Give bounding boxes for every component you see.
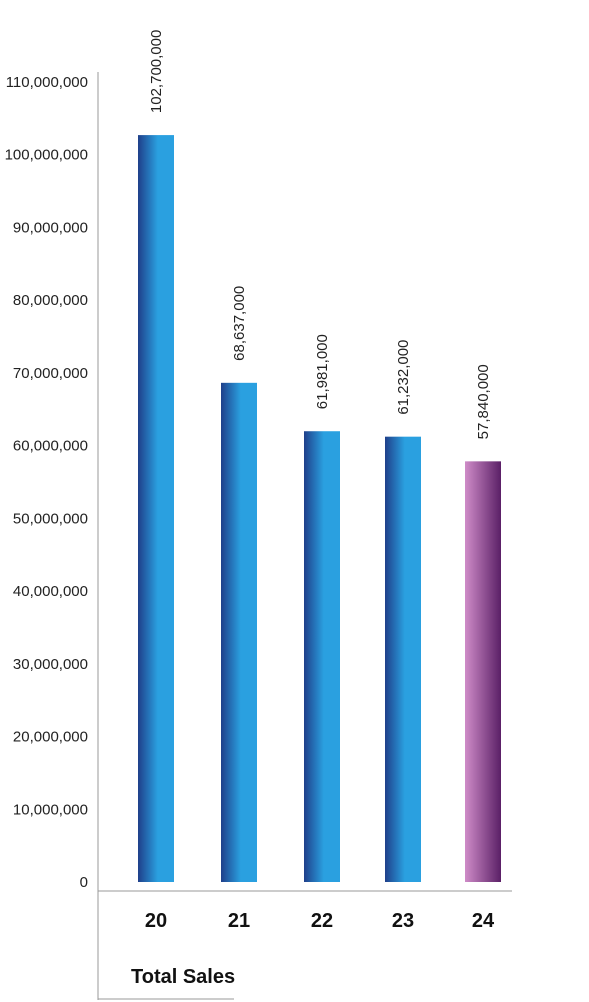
y-tick-label: 110,000,000 [6, 74, 88, 91]
x-axis: 20 21 22 23 24 Total Sales [97, 890, 512, 1000]
bar [385, 436, 421, 882]
bar [221, 382, 257, 882]
bar-value-label: 102,700,000 [148, 30, 165, 113]
y-tick-label: 90,000,000 [13, 219, 88, 236]
y-tick-label: 40,000,000 [13, 583, 88, 600]
x-category-labels: 20 21 22 23 24 [145, 910, 495, 932]
x-category-label: 20 [145, 910, 167, 932]
bar [304, 431, 340, 882]
bar [138, 135, 174, 882]
y-tick-labels: 0 10,000,000 20,000,000 30,000,000 40,000,00… [5, 74, 88, 891]
x-category-label: 23 [392, 910, 414, 932]
x-axis-title: Total Sales [131, 966, 235, 988]
y-tick-label: 80,000,000 [13, 292, 88, 309]
y-axis: 0 10,000,000 20,000,000 30,000,000 40,000,00… [5, 72, 99, 1000]
y-tick-label: 70,000,000 [13, 365, 88, 382]
x-category-label: 22 [311, 910, 333, 932]
y-tick-label: 10,000,000 [13, 801, 88, 818]
y-tick-label: 20,000,000 [13, 729, 88, 746]
x-category-label: 24 [472, 910, 495, 932]
bars [138, 135, 501, 882]
x-category-label: 21 [228, 910, 250, 932]
bar-value-label: 61,232,000 [395, 340, 412, 415]
y-tick-label: 30,000,000 [13, 656, 88, 673]
y-tick-label: 50,000,000 [13, 510, 88, 527]
bar-value-label: 57,840,000 [475, 364, 492, 439]
bar-value-label: 68,637,000 [231, 286, 248, 361]
y-tick-label: 60,000,000 [13, 438, 88, 455]
y-tick-label: 100,000,000 [5, 147, 88, 164]
y-tick-label: 0 [80, 874, 88, 891]
bar [465, 461, 501, 882]
bar-value-label: 61,981,000 [314, 334, 331, 409]
value-labels: 102,700,000 68,637,000 61,981,000 61,232,00… [148, 30, 492, 440]
